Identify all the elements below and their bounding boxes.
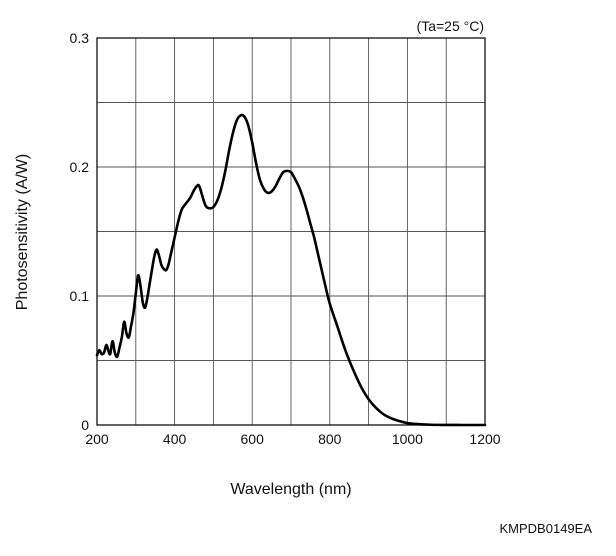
- y-tick-label: 0.2: [70, 159, 90, 175]
- y-tick-labels: 0 0.1 0.2 0.3: [70, 30, 90, 433]
- curve-layer: [95, 113, 487, 427]
- plot-frame: [96, 37, 486, 426]
- y-tick-label: 0.1: [70, 288, 90, 304]
- x-tick-label: 200: [85, 431, 109, 447]
- y-axis-title: Photosensitivity (A/W): [14, 154, 31, 310]
- x-tick-label: 1200: [469, 431, 500, 447]
- x-tick-label: 600: [241, 431, 265, 447]
- x-tick-labels: 200 400 600 800 1000 1200: [85, 431, 500, 447]
- condition-note: (Ta=25 °C): [417, 18, 484, 34]
- x-axis-title: Wavelength (nm): [230, 481, 351, 498]
- x-tick-label: 400: [163, 431, 187, 447]
- photosensitivity-curve: [95, 113, 487, 427]
- x-tick-label: 800: [318, 431, 342, 447]
- y-tick-label: 0: [81, 417, 89, 433]
- y-tick-label: 0.3: [70, 30, 90, 46]
- grid-lines: [96, 37, 486, 426]
- x-tick-label: 1000: [392, 431, 423, 447]
- document-code: KMPDB0149EA: [500, 521, 593, 536]
